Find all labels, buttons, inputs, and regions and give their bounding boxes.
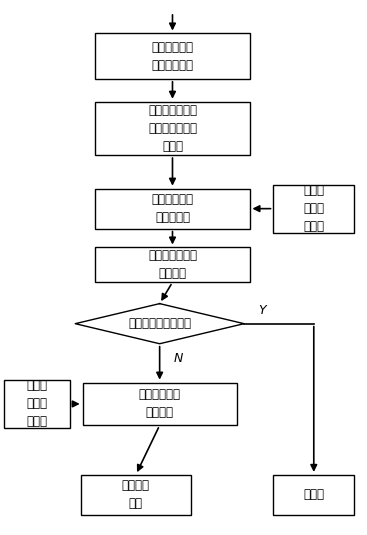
Text: N: N bbox=[173, 352, 183, 365]
Text: 预拍摄一标准包
装图像，并识别
各部件: 预拍摄一标准包 装图像，并识别 各部件 bbox=[148, 104, 197, 153]
Text: 外部触
发与控
制信号: 外部触 发与控 制信号 bbox=[303, 184, 324, 233]
Text: Y: Y bbox=[259, 304, 266, 317]
Bar bbox=[273, 185, 354, 233]
Bar bbox=[95, 247, 250, 282]
Text: 外部触
发与控
制信号: 外部触 发与控 制信号 bbox=[26, 379, 47, 429]
Bar bbox=[95, 102, 250, 155]
Bar bbox=[95, 33, 250, 79]
Text: 相机光圈、曝
光时间等设置: 相机光圈、曝 光时间等设置 bbox=[152, 41, 193, 72]
Text: 产品实时图像
拍摄与传输: 产品实时图像 拍摄与传输 bbox=[152, 193, 193, 224]
Text: 包装图像处理及
部件识别: 包装图像处理及 部件识别 bbox=[148, 249, 197, 280]
Bar bbox=[273, 475, 354, 515]
Text: 可再加工
次品: 可再加工 次品 bbox=[122, 479, 150, 510]
Bar bbox=[81, 475, 191, 515]
Text: 有无多余部件判断？: 有无多余部件判断？ bbox=[128, 317, 191, 330]
Bar bbox=[95, 188, 250, 228]
Polygon shape bbox=[75, 304, 244, 343]
Text: 不合格品的判
断与剔除: 不合格品的判 断与剔除 bbox=[139, 388, 181, 419]
Text: 合格品: 合格品 bbox=[303, 488, 324, 501]
Bar bbox=[83, 383, 237, 425]
Bar bbox=[4, 380, 70, 428]
